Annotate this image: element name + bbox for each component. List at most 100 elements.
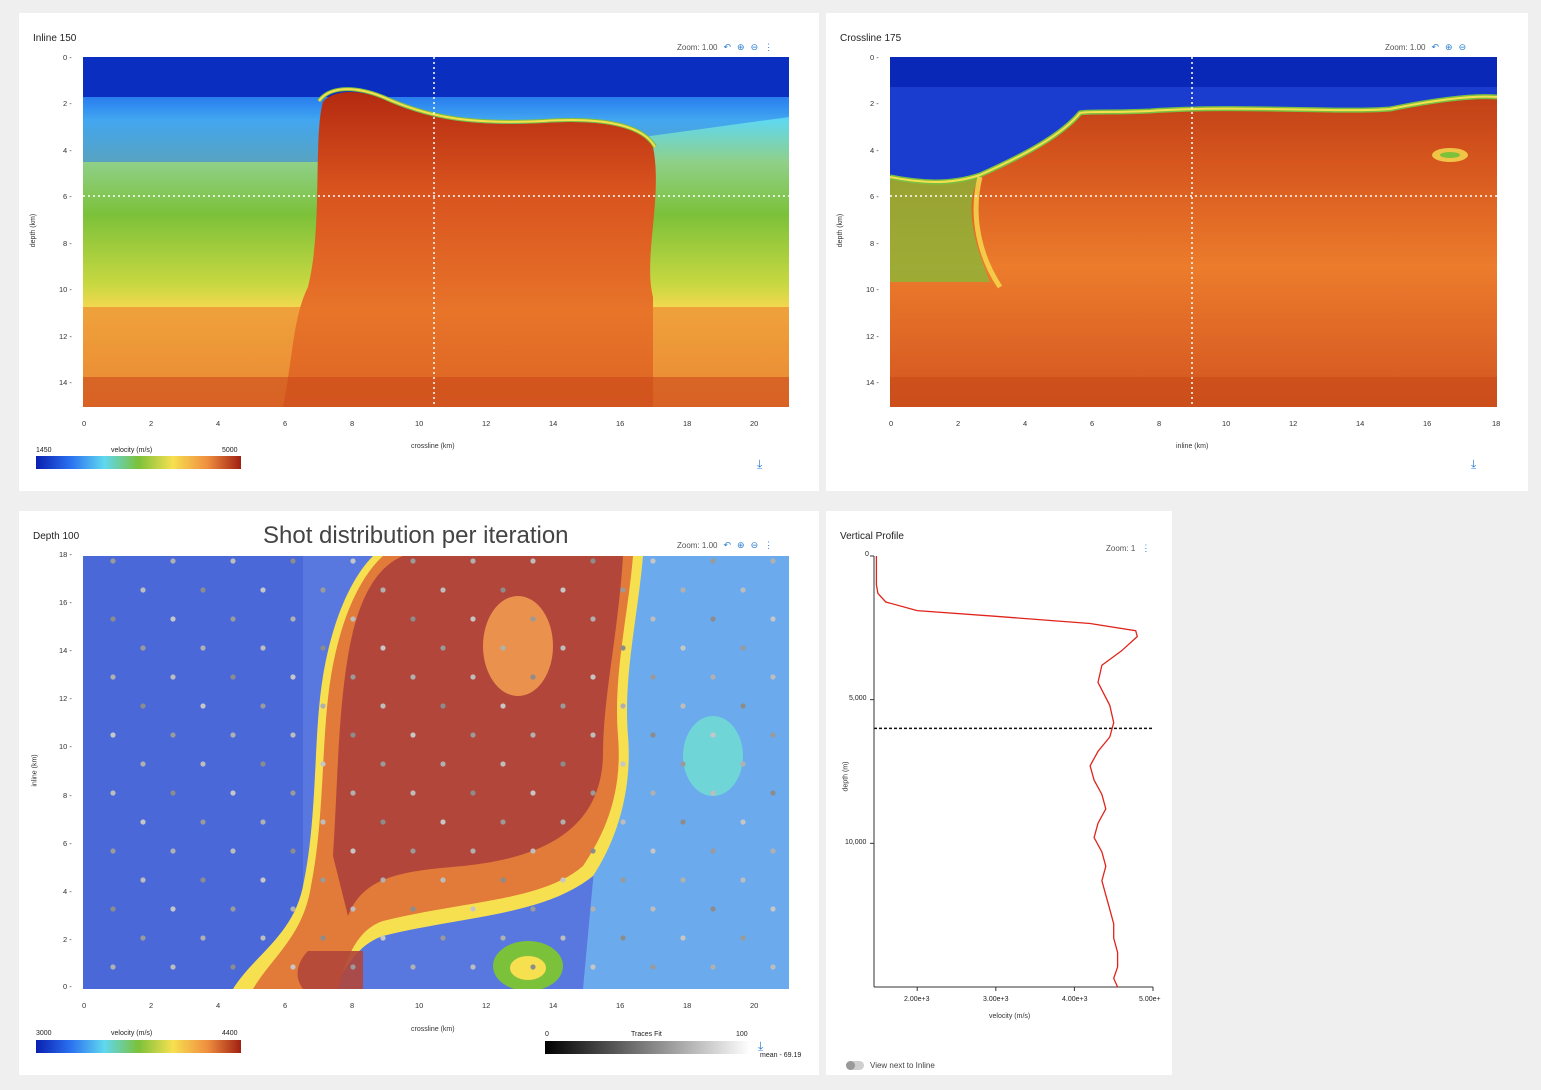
x-tick: 6 — [283, 419, 288, 428]
shot-point — [470, 848, 476, 854]
shot-point — [530, 906, 536, 912]
shot-point — [500, 703, 506, 709]
crossline-section-plot[interactable] — [890, 57, 1497, 407]
shot-point — [230, 674, 236, 680]
shot-point — [290, 674, 296, 680]
shot-point — [560, 819, 566, 825]
download-icon[interactable]: ⤓ — [1471, 457, 1477, 471]
y-tick: 4 - — [63, 887, 72, 896]
y-tick: 2 - — [870, 99, 879, 108]
shot-point — [440, 587, 446, 593]
shot-point — [350, 558, 356, 564]
download-icon[interactable]: ⤓ — [758, 1039, 764, 1053]
x-tick: 4 — [1023, 419, 1028, 428]
download-icon[interactable]: ⤓ — [757, 457, 763, 471]
zoom-in-icon[interactable]: ⊕ — [737, 42, 745, 52]
undo-icon[interactable]: ↶ — [723, 42, 732, 52]
shot-point — [410, 616, 416, 622]
shot-point — [350, 964, 356, 970]
shot-point — [470, 906, 476, 912]
y-tick-label: 5,000 — [849, 695, 867, 702]
undo-icon[interactable]: ↶ — [1431, 42, 1440, 52]
shot-point — [620, 587, 626, 593]
colorbar-label: velocity (m/s) — [111, 1030, 153, 1037]
shot-point — [770, 848, 776, 854]
shot-point — [140, 587, 146, 593]
shot-point — [530, 732, 536, 738]
shot-point — [350, 790, 356, 796]
y-tick: 0 - — [63, 53, 72, 62]
zoom-level: Zoom: 1.00 — [1385, 43, 1426, 52]
shot-point — [230, 964, 236, 970]
zoom-out-icon[interactable]: ⊖ — [750, 42, 759, 52]
traces-gradient — [545, 1041, 750, 1054]
shot-point — [110, 906, 116, 912]
zoom-out-icon[interactable]: ⊖ — [750, 540, 759, 550]
shot-point — [440, 703, 446, 709]
more-vert-icon[interactable]: ⋮ — [764, 42, 774, 52]
x-tick: 2 — [149, 419, 154, 428]
shot-point — [410, 906, 416, 912]
depth-slice-plot[interactable] — [83, 556, 789, 989]
x-tick: 0 — [82, 419, 87, 428]
shot-point — [140, 877, 146, 883]
y-axis-label: depth (km) — [30, 213, 38, 248]
shot-point — [620, 877, 626, 883]
shot-point — [380, 761, 386, 767]
shot-point — [590, 674, 596, 680]
traces-label: Traces Fit — [631, 1031, 662, 1038]
x-tick: 2 — [149, 1001, 154, 1010]
shot-point — [560, 587, 566, 593]
shot-point — [650, 964, 656, 970]
shot-point — [560, 703, 566, 709]
y-tick: 12 - — [59, 332, 72, 341]
traces-max: 100 — [736, 1031, 748, 1038]
x-tick: 4 — [216, 1001, 221, 1010]
velocity-profile-curve — [875, 556, 1139, 988]
x-tick: 2 — [956, 419, 961, 428]
more-vert-icon[interactable]: ⋮ — [1141, 543, 1151, 553]
x-tick-label: 2.00e+3 — [904, 996, 930, 1003]
shot-point — [680, 819, 686, 825]
zoom-in-icon[interactable]: ⊕ — [737, 540, 745, 550]
shot-point — [590, 790, 596, 796]
y-tick: 0 - — [870, 53, 879, 62]
zoom-level: Zoom: 1.00 — [677, 43, 718, 52]
y-tick: 10 - — [59, 742, 72, 751]
x-axis-label: crossline (km) — [411, 443, 455, 450]
y-tick: 14 - — [59, 646, 72, 655]
shot-point — [500, 645, 506, 651]
shot-point — [440, 761, 446, 767]
shot-point — [230, 848, 236, 854]
zoom-out-icon[interactable]: ⊖ — [1458, 42, 1467, 52]
shot-point — [320, 819, 326, 825]
shot-point — [260, 645, 266, 651]
x-tick: 12 — [482, 419, 491, 428]
shot-point — [260, 703, 266, 709]
inline-section-plot[interactable] — [83, 57, 789, 407]
shot-point — [650, 732, 656, 738]
shot-point — [710, 616, 716, 622]
colorbar-min: 3000 — [36, 1030, 52, 1037]
shot-point — [230, 732, 236, 738]
view-next-to-inline-toggle[interactable] — [846, 1061, 864, 1070]
shot-point — [260, 819, 266, 825]
shot-point — [170, 906, 176, 912]
shot-point — [500, 877, 506, 883]
shot-point — [350, 616, 356, 622]
zoom-in-icon[interactable]: ⊕ — [1445, 42, 1453, 52]
y-tick: 8 - — [63, 239, 72, 248]
y-tick: 14 - — [59, 378, 72, 387]
vertical-profile-plot[interactable] — [826, 511, 1172, 1075]
shot-point — [710, 906, 716, 912]
traces-min: 0 — [545, 1031, 549, 1038]
shot-point — [320, 587, 326, 593]
undo-icon[interactable]: ↶ — [723, 540, 732, 550]
shot-point — [470, 790, 476, 796]
shot-point — [470, 558, 476, 564]
shot-point — [680, 877, 686, 883]
shot-points — [110, 558, 776, 970]
more-vert-icon[interactable]: ⋮ — [764, 540, 774, 550]
shot-point — [350, 674, 356, 680]
shot-point — [590, 616, 596, 622]
